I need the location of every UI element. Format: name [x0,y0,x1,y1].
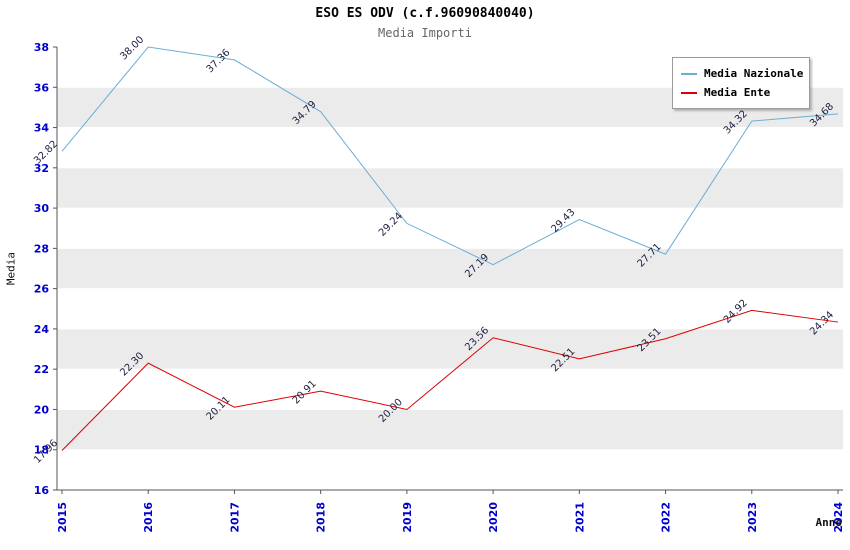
y-tick-label: 36 [34,81,50,94]
x-tick-label: 2023 [746,502,759,533]
y-tick-label: 24 [34,323,50,336]
y-tick-label: 38 [34,41,49,54]
data-point-label: 24.92 [722,298,750,326]
data-point-label: 29.24 [377,211,405,239]
x-tick-label: 2021 [573,502,586,533]
x-tick-label: 2022 [660,502,673,533]
legend: Media Nazionale Media Ente [672,57,810,109]
y-axis-title: Media [4,251,18,286]
y-tick-label: 34 [34,122,50,135]
x-tick-label: 2015 [56,502,69,533]
x-tick-label: 2020 [487,502,500,533]
legend-item-media-nazionale: Media Nazionale [681,64,804,83]
x-tick-label: 2019 [401,502,414,533]
x-tick-label: 2018 [315,502,328,533]
y-tick-label: 22 [34,363,49,376]
legend-item-media-ente: Media Ente [681,83,801,102]
series-line-0 [61,46,839,266]
y-tick-label: 16 [34,484,50,497]
chart-title: ESO ES ODV (c.f.96090840040) [315,6,535,21]
data-point-label: 29.43 [549,207,577,235]
y-tick-label: 26 [34,283,50,296]
y-tick-label: 30 [34,202,50,215]
grid-band [57,248,843,289]
grid-band [57,167,843,209]
y-tick-label: 20 [34,403,50,416]
x-tick-label: 2016 [142,502,155,533]
y-tick-label: 28 [34,242,49,255]
x-tick-label: 2024 [832,502,845,533]
legend-swatch-media-nazionale [681,72,697,75]
data-point-label: 37.36 [205,47,233,75]
grid-band [57,409,843,450]
x-axis-title: Anno [815,516,843,529]
chart-subtitle: Media Importi [378,26,472,40]
y-tick-label: 18 [34,444,49,457]
grid-band [57,328,843,370]
legend-label-media-ente: Media Ente [704,86,771,99]
y-tick-label: 32 [34,162,49,175]
x-tick-label: 2017 [228,502,241,533]
series-line-1 [61,309,839,451]
legend-swatch-media-ente [681,91,697,94]
legend-label-media-nazionale: Media Nazionale [704,67,804,80]
